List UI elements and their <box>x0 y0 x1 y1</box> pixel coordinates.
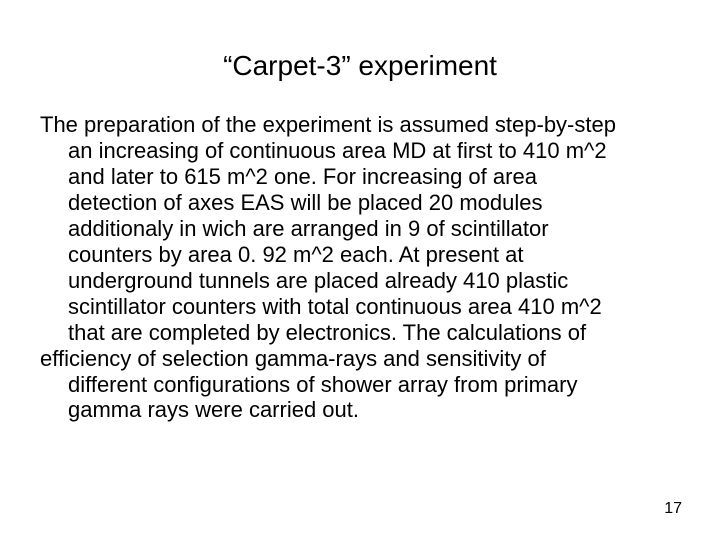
body-line: and later to 615 m^2 one. For increasing… <box>40 164 680 190</box>
body-line: detection of axes EAS will be placed 20 … <box>40 190 680 216</box>
body-line: scintillator counters with total continu… <box>40 294 680 320</box>
body-line: counters by area 0. 92 m^2 each. At pres… <box>40 242 680 268</box>
body-line: different configurations of shower array… <box>40 372 680 398</box>
page-number: 17 <box>664 500 682 518</box>
slide: “Carpet-3” experiment The preparation of… <box>0 0 720 540</box>
body-line: The preparation of the experiment is ass… <box>40 112 680 138</box>
body-line: an increasing of continuous area MD at f… <box>40 138 680 164</box>
body-line: efficiency of selection gamma-rays and s… <box>40 346 680 372</box>
body-line: gamma rays were carried out. <box>40 397 680 423</box>
body-line: that are completed by electronics. The c… <box>40 320 680 346</box>
slide-title: “Carpet-3” experiment <box>0 50 720 82</box>
body-line: additionaly in wich are arranged in 9 of… <box>40 216 680 242</box>
body-line: underground tunnels are placed already 4… <box>40 268 680 294</box>
slide-body: The preparation of the experiment is ass… <box>40 112 680 423</box>
